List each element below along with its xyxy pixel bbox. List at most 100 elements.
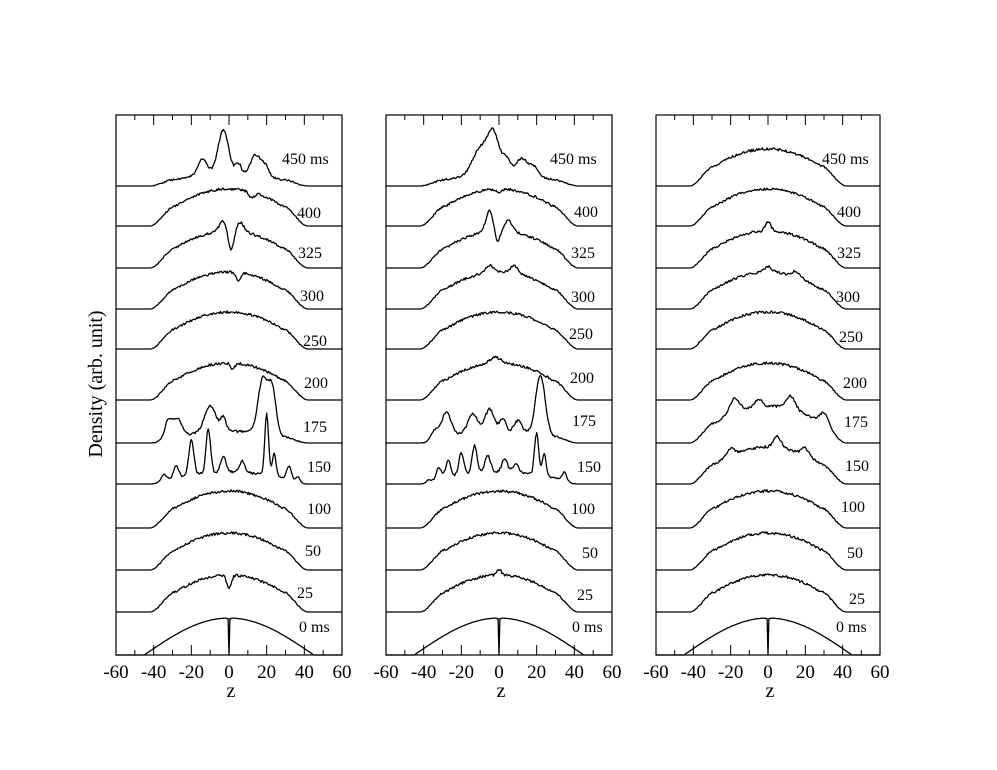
trace-250ms	[656, 310, 880, 350]
trace-label: 175	[303, 419, 327, 436]
trace-450ms	[116, 128, 342, 187]
x-tick-label: 0	[224, 662, 234, 683]
trace-label: 200	[843, 375, 867, 392]
trace-325ms	[386, 209, 612, 269]
x-tick-label: -20	[179, 662, 204, 683]
trace-label: 150	[577, 459, 601, 476]
trace-200ms	[656, 361, 880, 401]
trace-200ms	[116, 361, 342, 401]
panel-3: -60 -40 -20 0 20 40 60 z 0 ms 25 50 100 150 175 200 250…	[643, 114, 890, 702]
trace-50ms	[116, 531, 342, 571]
x-tick-label: -20	[449, 662, 474, 683]
trace-label: 0 ms	[572, 619, 603, 636]
trace-label: 50	[305, 543, 321, 560]
y-axis-label: Density (arb. unit)	[85, 310, 107, 457]
trace-100ms	[656, 489, 880, 529]
trace-150ms	[116, 412, 342, 485]
trace-label: 325	[571, 245, 595, 262]
trace-325ms	[116, 219, 342, 269]
trace-25ms	[656, 573, 880, 613]
trace-50ms	[656, 531, 880, 571]
trace-175ms	[656, 394, 880, 444]
trace-label: 400	[574, 204, 598, 221]
trace-325ms	[656, 221, 880, 269]
x-tick-label: 40	[565, 662, 584, 683]
x-tick-label: 60	[603, 662, 622, 683]
x-tick-label: -40	[411, 662, 436, 683]
x-tick-label: 20	[527, 662, 546, 683]
trace-label: 450 ms	[822, 151, 869, 168]
panel-1: -60 -40 -20 0 20 40 60 z 0 ms 25 50 100 150 175 200 250…	[103, 114, 352, 702]
trace-label: 400	[837, 204, 861, 221]
trace-label: 25	[297, 585, 313, 602]
trace-25ms	[116, 573, 342, 613]
trace-label: 250	[303, 333, 327, 350]
trace-250ms	[116, 310, 342, 350]
x-tick-label: 60	[871, 662, 890, 683]
x-axis-label: z	[227, 680, 236, 702]
trace-label: 0 ms	[836, 619, 867, 636]
trace-label: 300	[836, 289, 860, 306]
trace-label: 400	[297, 205, 321, 222]
trace-label: 50	[582, 545, 598, 562]
x-tick-label: 60	[333, 662, 352, 683]
trace-250ms	[386, 310, 612, 350]
trace-450ms	[386, 127, 612, 187]
trace-300ms	[386, 263, 612, 310]
trace-label: 325	[298, 245, 322, 262]
trace-label: 250	[839, 329, 863, 346]
trace-label: 50	[847, 545, 863, 562]
trace-400ms	[386, 187, 612, 227]
trace-label: 100	[841, 499, 865, 516]
x-tick-label: 40	[295, 662, 314, 683]
trace-400ms	[656, 187, 880, 227]
trace-label: 250	[569, 326, 593, 343]
trace-label: 200	[304, 375, 328, 392]
trace-300ms	[656, 265, 880, 310]
x-tick-label: 0	[494, 662, 504, 683]
panel-2: -60 -40 -20 0 20 40 60 z 0 ms 25 50 100 150 175 200 250…	[373, 114, 622, 702]
x-tick-label: 20	[796, 662, 815, 683]
x-tick-label: -20	[718, 662, 743, 683]
trace-label: 175	[844, 414, 868, 431]
trace-label: 25	[577, 587, 593, 604]
trace-400ms	[116, 187, 342, 227]
trace-label: 450 ms	[550, 151, 597, 168]
trace-100ms	[386, 489, 612, 529]
trace-label: 0 ms	[299, 619, 330, 636]
trace-50ms	[386, 531, 612, 571]
trace-label: 450 ms	[282, 151, 329, 168]
trace-label: 200	[570, 370, 594, 387]
x-axis-label: z	[497, 680, 506, 702]
trace-200ms	[386, 355, 612, 401]
trace-175ms	[116, 375, 342, 444]
x-tick-label: 0	[763, 662, 773, 683]
trace-300ms	[116, 270, 342, 310]
x-tick-label: -40	[141, 662, 166, 683]
trace-label: 325	[837, 245, 861, 262]
trace-0ms	[116, 617, 342, 656]
x-tick-label: -40	[681, 662, 706, 683]
trace-150ms	[656, 434, 880, 485]
trace-label: 100	[307, 501, 331, 518]
x-tick-label: -60	[103, 662, 128, 683]
trace-450ms	[656, 147, 880, 187]
trace-label: 100	[571, 501, 595, 518]
x-tick-label: 40	[833, 662, 852, 683]
x-tick-label: 20	[257, 662, 276, 683]
x-tick-label: -60	[643, 662, 668, 683]
trace-label: 300	[571, 289, 595, 306]
trace-100ms	[116, 489, 342, 529]
trace-150ms	[386, 431, 612, 485]
trace-25ms	[386, 569, 612, 613]
trace-label: 300	[300, 288, 324, 305]
trace-175ms	[386, 374, 612, 444]
trace-0ms	[656, 617, 880, 656]
x-tick-label: -60	[373, 662, 398, 683]
trace-label: 150	[845, 458, 869, 475]
x-axis-label: z	[766, 680, 775, 702]
trace-label: 25	[849, 591, 865, 608]
trace-0ms	[386, 617, 612, 656]
